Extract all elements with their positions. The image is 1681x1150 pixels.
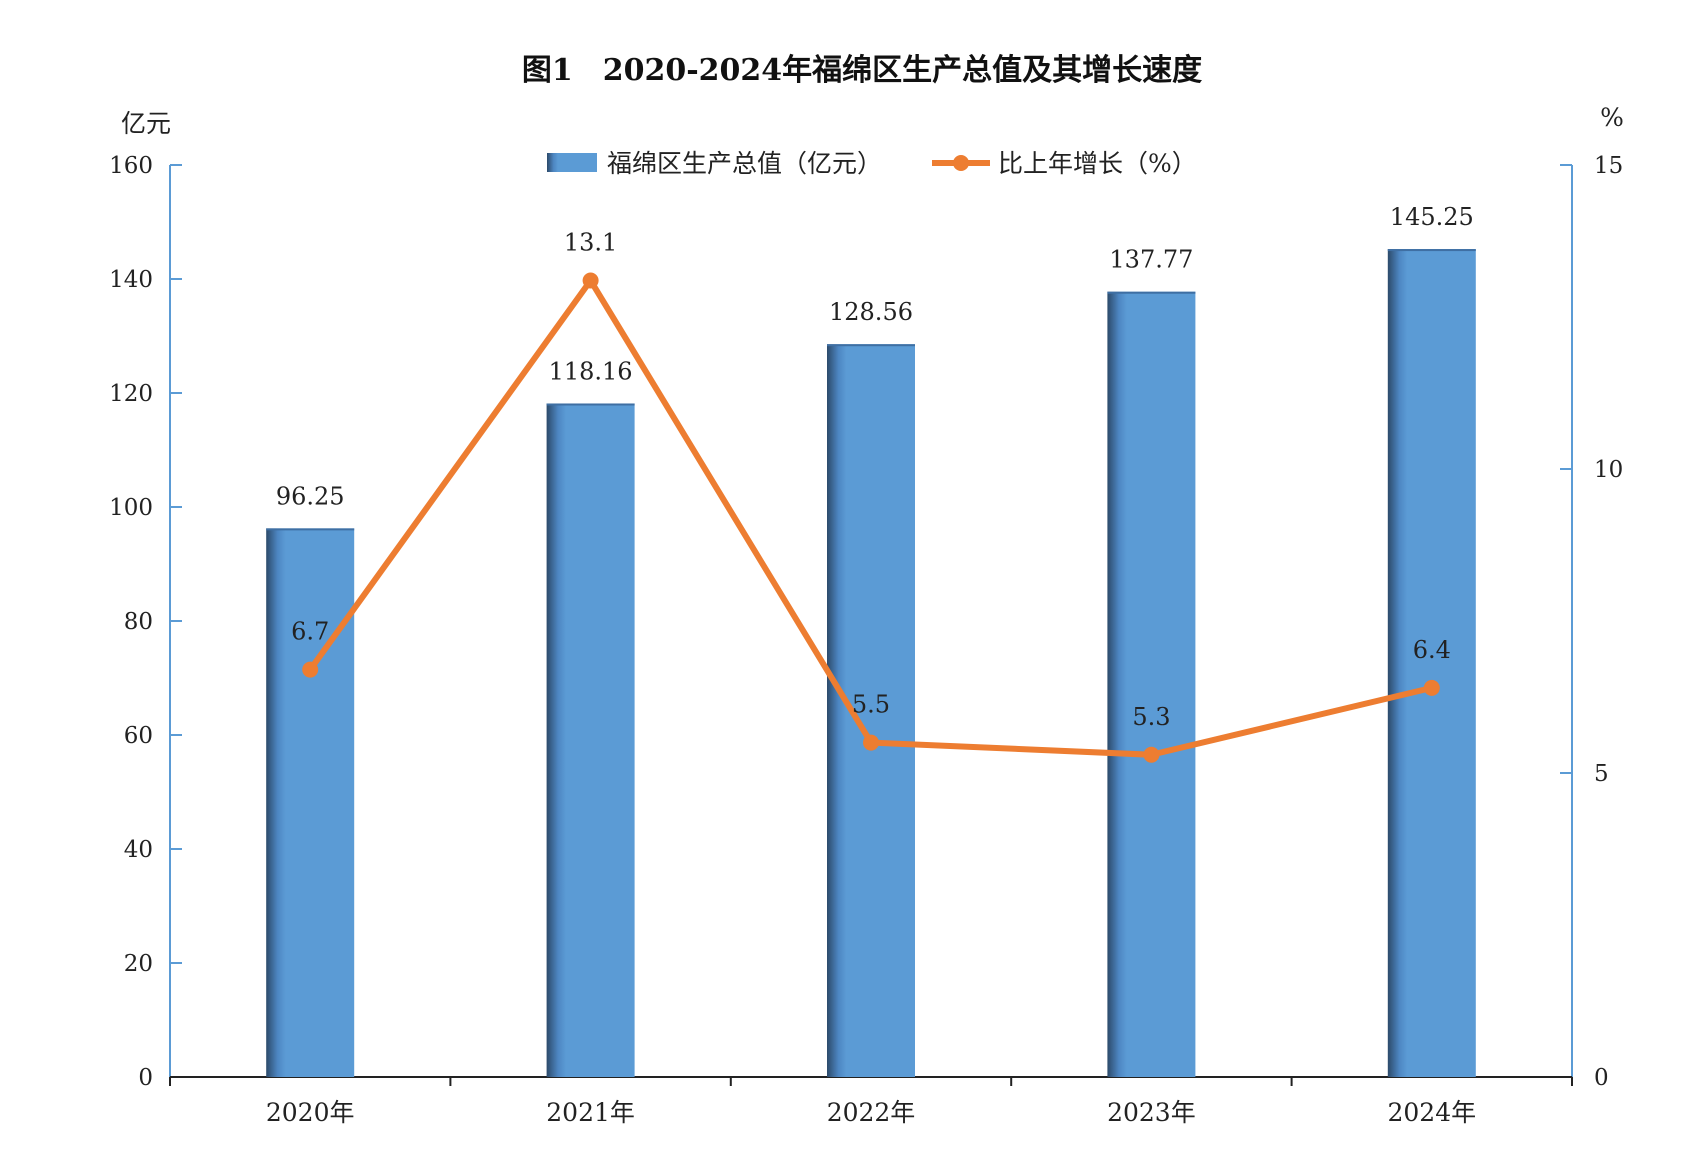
bar-value-label: 128.56: [829, 298, 913, 326]
bar-value-label: 96.25: [276, 482, 345, 510]
legend-bar-label: 福绵区生产总值（亿元）: [607, 149, 882, 178]
right-axis: 0 5 10 15: [1560, 153, 1623, 1091]
y-right-unit: %: [1600, 103, 1624, 132]
x-category-label: 2020年: [266, 1098, 355, 1127]
growth-value-label: 5.5: [852, 691, 890, 719]
y-left-unit: 亿元: [121, 109, 171, 138]
bar-top-edge: [1387, 249, 1476, 252]
x-category-label: 2024年: [1387, 1098, 1476, 1127]
x-axis: 2020年 2021年 2022年 2023年 2024年: [169, 1076, 1573, 1127]
growth-point: [1143, 746, 1160, 763]
x-category-label: 2023年: [1107, 1098, 1196, 1127]
bar: [266, 528, 355, 1077]
line-series: [302, 272, 1440, 763]
right-tick-label: 10: [1594, 457, 1623, 483]
legend-line-marker: [953, 155, 969, 171]
bar-top-edge: [827, 344, 915, 347]
x-category-label: 2022年: [827, 1098, 916, 1127]
left-tick-label: 160: [109, 153, 153, 179]
legend-line-label: 比上年增长（%）: [998, 149, 1197, 178]
right-tick-label: 5: [1594, 761, 1609, 787]
bar-top-edge: [546, 403, 635, 406]
growth-value-label: 6.7: [291, 618, 329, 646]
growth-value-label: 5.3: [1132, 703, 1170, 731]
bar-top-edge: [266, 528, 355, 531]
legend-bar-swatch: [547, 153, 597, 172]
left-tick-label: 100: [109, 495, 153, 521]
growth-value-label: 13.1: [564, 229, 617, 257]
growth-point: [1423, 679, 1440, 696]
bar-value-label: 118.16: [549, 357, 633, 385]
chart-title: 图1 2020-2024年福绵区生产总值及其增长速度: [522, 53, 1202, 88]
bar-series: [266, 249, 1476, 1077]
right-tick-label: 0: [1594, 1065, 1609, 1091]
left-tick-label: 120: [109, 381, 153, 407]
bar-top-edge: [1107, 291, 1196, 294]
x-category-label: 2021年: [546, 1098, 635, 1127]
growth-point: [863, 734, 879, 751]
growth-value-label: 6.4: [1413, 636, 1451, 664]
growth-point: [302, 661, 319, 678]
right-tick-label: 15: [1594, 153, 1623, 179]
left-tick-label: 0: [138, 1065, 153, 1091]
line-data-labels: 6.7 13.1 5.5 5.3 6.4: [291, 229, 1451, 731]
bar-value-label: 137.77: [1109, 246, 1193, 274]
bar-value-label: 145.25: [1390, 203, 1474, 231]
bar: [1387, 249, 1476, 1077]
bar: [1107, 291, 1196, 1077]
left-tick-label: 80: [124, 609, 153, 635]
bar: [827, 344, 915, 1077]
left-axis: 0 20 40 60 80 100 120 140 160: [109, 153, 182, 1091]
growth-point: [582, 272, 599, 289]
left-tick-label: 60: [124, 723, 153, 749]
bar: [546, 403, 635, 1077]
bar-data-labels: 96.25 118.16 128.56 137.77 145.25: [276, 203, 1474, 510]
left-tick-label: 140: [109, 267, 153, 293]
left-tick-label: 20: [124, 951, 153, 977]
left-tick-label: 40: [124, 837, 153, 863]
legend: 福绵区生产总值（亿元） 比上年增长（%）: [547, 149, 1197, 178]
